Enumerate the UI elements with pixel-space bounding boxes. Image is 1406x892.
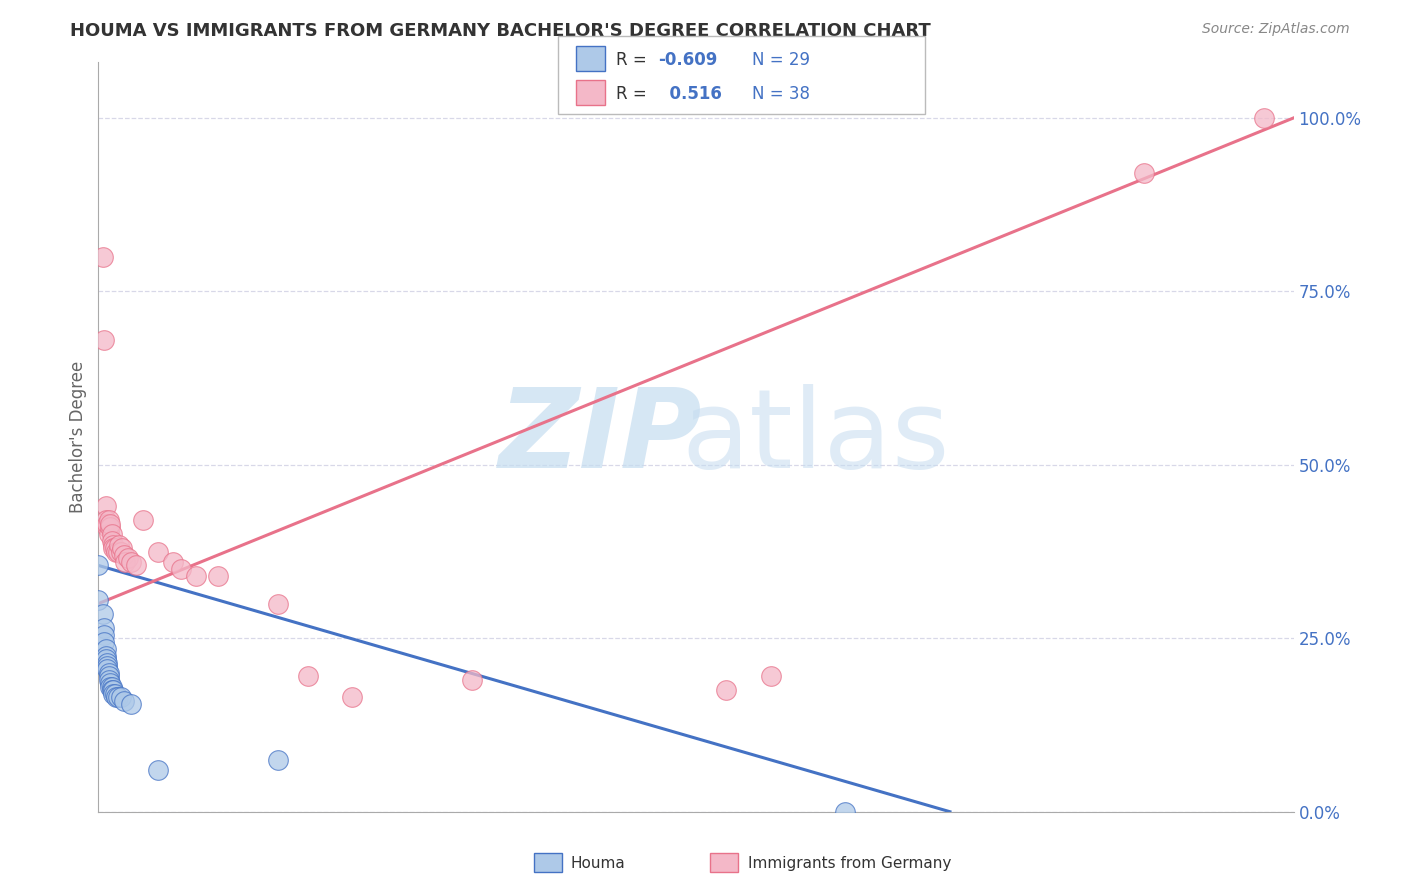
Point: [96, 516, 118, 531]
Point: [94, 513, 117, 527]
Point: [184, 569, 207, 583]
Text: Immigrants from Germany: Immigrants from Germany: [748, 856, 952, 871]
Point: [96, 659, 118, 673]
Point: [148, 763, 170, 777]
Point: [91, 250, 114, 264]
Point: [101, 683, 124, 698]
Point: [107, 690, 129, 705]
Text: Houma: Houma: [571, 856, 626, 871]
Text: HOUMA VS IMMIGRANTS FROM GERMANY BACHELOR'S DEGREE CORRELATION CHART: HOUMA VS IMMIGRANTS FROM GERMANY BACHELO…: [70, 22, 931, 40]
Point: [132, 513, 155, 527]
Point: [97, 669, 120, 683]
Point: [101, 680, 124, 694]
Point: [112, 548, 135, 562]
Point: [461, 673, 484, 687]
Point: [94, 652, 117, 666]
Point: [93, 628, 115, 642]
Point: [125, 558, 148, 573]
Point: [98, 520, 122, 534]
Point: [120, 697, 142, 711]
Point: [94, 648, 117, 663]
Point: [110, 544, 132, 558]
Point: [101, 527, 124, 541]
Text: 0.516: 0.516: [658, 85, 721, 103]
Point: [207, 569, 229, 583]
Point: [169, 562, 191, 576]
Point: [714, 683, 737, 698]
Point: [162, 555, 184, 569]
Point: [93, 333, 115, 347]
Point: [1253, 111, 1275, 125]
Point: [96, 520, 118, 534]
Point: [97, 527, 120, 541]
Text: R =: R =: [616, 51, 652, 69]
Point: [110, 690, 132, 705]
Text: ZIP: ZIP: [499, 384, 702, 491]
Point: [101, 534, 124, 549]
Point: [107, 544, 129, 558]
Point: [834, 805, 856, 819]
Point: [267, 597, 290, 611]
Point: [342, 690, 364, 705]
Point: [97, 665, 120, 680]
Point: [98, 680, 122, 694]
Point: [94, 641, 117, 656]
Point: [96, 663, 118, 677]
Point: [120, 555, 142, 569]
Point: [105, 544, 128, 558]
Point: [112, 694, 135, 708]
Y-axis label: Bachelor's Degree: Bachelor's Degree: [69, 361, 87, 513]
Point: [103, 541, 125, 555]
Point: [105, 690, 128, 705]
Point: [1133, 166, 1156, 180]
Point: [117, 551, 139, 566]
Point: [93, 634, 115, 648]
Point: [93, 621, 115, 635]
Text: -0.609: -0.609: [658, 51, 717, 69]
Point: [104, 687, 127, 701]
Point: [87, 558, 110, 573]
Text: Source: ZipAtlas.com: Source: ZipAtlas.com: [1202, 22, 1350, 37]
Point: [114, 555, 136, 569]
Point: [267, 753, 290, 767]
Point: [98, 676, 122, 690]
Point: [111, 541, 134, 555]
Point: [297, 669, 319, 683]
Point: [759, 669, 782, 683]
Point: [97, 513, 120, 527]
Point: [91, 607, 114, 621]
Point: [148, 544, 170, 558]
Point: [108, 538, 131, 552]
Point: [104, 541, 127, 555]
Point: [98, 516, 122, 531]
Text: N = 29: N = 29: [752, 51, 810, 69]
Point: [96, 656, 118, 670]
Point: [94, 500, 117, 514]
Point: [103, 687, 125, 701]
Point: [97, 673, 120, 687]
Text: R =: R =: [616, 85, 652, 103]
Text: N = 38: N = 38: [752, 85, 810, 103]
Point: [103, 683, 125, 698]
Point: [87, 593, 110, 607]
Point: [103, 538, 125, 552]
Text: atlas: atlas: [682, 384, 949, 491]
